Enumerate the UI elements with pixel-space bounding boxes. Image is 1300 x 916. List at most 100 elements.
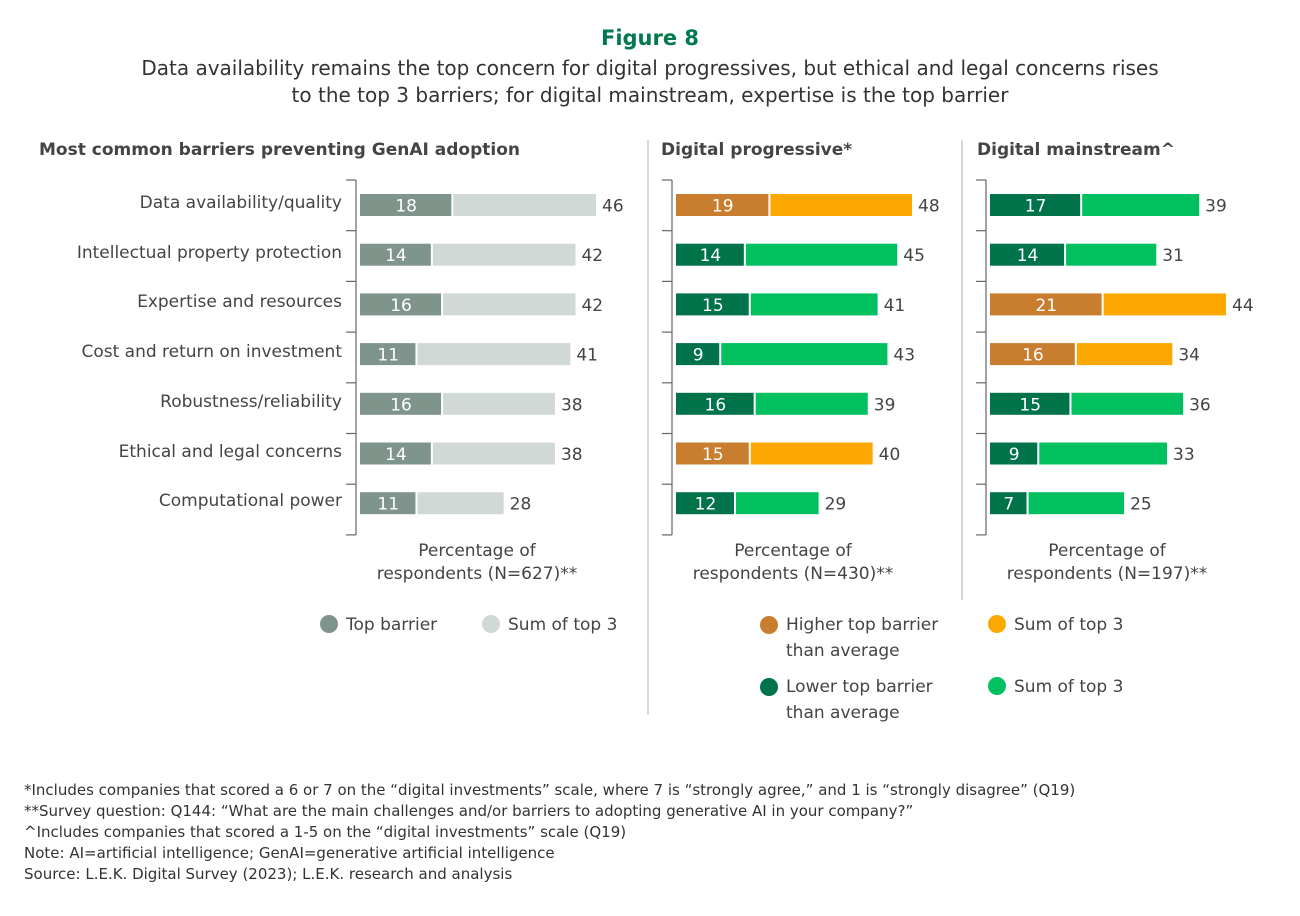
legend-swatch <box>760 616 778 634</box>
data-label-sum-of-top3: 40 <box>879 445 901 465</box>
legend-top-barrier: Top barrier <box>320 612 437 638</box>
data-label-sum-of-top3: 42 <box>581 246 603 266</box>
legend-label: than average <box>786 703 900 723</box>
data-label-top-barrier: 7 <box>1003 495 1014 515</box>
category-label: Cost and return on investment <box>81 342 342 363</box>
data-label-sum-of-top3: 36 <box>1189 395 1211 415</box>
bar-sum-of-top3 <box>1076 343 1173 366</box>
bar-sum-of-top3 <box>417 343 571 366</box>
bar-sum-of-top3 <box>721 343 888 366</box>
legend-label: Top barrier <box>346 615 438 635</box>
data-label-sum-of-top3: 39 <box>1205 197 1227 217</box>
category-label: Intellectual property protection <box>76 242 342 263</box>
data-label-sum-of-top3: 48 <box>918 197 940 217</box>
bar-sum-of-top3 <box>1028 492 1125 515</box>
data-label-top-barrier: 18 <box>395 197 417 217</box>
bar-sum-of-top3 <box>770 194 912 216</box>
data-label-sum-of-top3: 25 <box>1130 495 1152 515</box>
bar-sum-of-top3 <box>443 392 555 415</box>
bar-top-barrier <box>360 243 431 266</box>
bar-top-barrier <box>360 492 416 515</box>
legend-lower-top-barrier: Lower top barrier than average <box>760 674 933 726</box>
bar-top-barrier <box>676 343 720 366</box>
bar-top-barrier <box>676 492 734 515</box>
bar-top-barrier <box>360 343 416 366</box>
legend-label: Sum of top 3 <box>1014 615 1124 635</box>
bar-sum-of-top3 <box>755 392 868 415</box>
bar-top-barrier <box>990 343 1075 366</box>
bar-sum-of-top3 <box>1066 243 1157 266</box>
bar-sum-of-top3 <box>1103 293 1226 316</box>
legend-sum-top3-green: Sum of top 3 <box>988 674 1123 700</box>
bar-sum-of-top3 <box>750 293 878 316</box>
bar-sum-of-top3 <box>1039 442 1167 465</box>
data-label-top-barrier: 14 <box>700 246 722 266</box>
data-label-top-barrier: 16 <box>390 296 412 316</box>
data-label-top-barrier: 16 <box>1022 346 1044 366</box>
data-label-top-barrier: 14 <box>1017 246 1039 266</box>
data-label-top-barrier: 9 <box>1009 445 1020 465</box>
category-label: Robustness/reliability <box>160 391 342 412</box>
x-axis-label-line: respondents (N=627)** <box>376 564 578 584</box>
legend-swatch <box>482 615 500 633</box>
legend-swatch <box>760 678 778 696</box>
data-label-sum-of-top3: 34 <box>1178 346 1200 366</box>
data-label-top-barrier: 14 <box>385 246 407 266</box>
bar-top-barrier <box>676 243 744 266</box>
data-label-top-barrier: 11 <box>377 495 399 515</box>
data-label-sum-of-top3: 39 <box>874 395 896 415</box>
data-label-top-barrier: 14 <box>385 445 407 465</box>
bar-sum-of-top3 <box>745 243 898 266</box>
bar-top-barrier <box>990 293 1102 316</box>
bar-sum-of-top3 <box>750 442 873 465</box>
legend-higher-top-barrier: Higher top barrier than average <box>760 612 938 664</box>
footnote: ^Includes companies that scored a 1-5 on… <box>24 823 627 841</box>
category-label: Data availability/quality <box>139 193 342 213</box>
bar-top-barrier <box>676 392 754 415</box>
bar-sum-of-top3 <box>453 194 596 216</box>
bar-top-barrier <box>360 293 442 316</box>
panel-title-all: Most common barriers preventing GenAI ad… <box>39 140 520 160</box>
data-label-sum-of-top3: 28 <box>510 495 532 515</box>
panel-title-mainstream: Digital mainstream^ <box>977 140 1175 160</box>
x-axis-label-line: respondents (N=197)** <box>1006 564 1208 584</box>
footnotes: *Includes companies that scored a 6 or 7… <box>24 780 1075 885</box>
data-label-sum-of-top3: 38 <box>561 445 583 465</box>
data-label-sum-of-top3: 43 <box>893 346 915 366</box>
subtitle-line: to the top 3 barriers; for digital mains… <box>291 83 1009 107</box>
bar-top-barrier <box>676 194 769 216</box>
category-label: Ethical and legal concerns <box>118 441 342 462</box>
bar-top-barrier <box>990 392 1070 415</box>
data-label-top-barrier: 16 <box>390 395 412 415</box>
panel-title-progressive: Digital progressive* <box>661 140 853 160</box>
data-label-sum-of-top3: 41 <box>576 346 598 366</box>
legend-label: Lower top barrier <box>786 677 933 697</box>
figure-subtitle: Data availability remains the top concer… <box>0 55 1300 109</box>
bar-top-barrier <box>360 392 442 415</box>
data-label-sum-of-top3: 46 <box>602 197 624 217</box>
data-label-top-barrier: 12 <box>695 495 717 515</box>
data-label-sum-of-top3: 42 <box>581 296 603 316</box>
category-label: Expertise and resources <box>137 292 342 313</box>
footnote: Note: AI=artificial intelligence; GenAI=… <box>24 844 555 862</box>
subtitle-line: Data availability remains the top concer… <box>141 56 1159 80</box>
bar-sum-of-top3 <box>736 492 819 515</box>
bar-sum-of-top3 <box>1082 194 1200 216</box>
legend-label: Sum of top 3 <box>1014 677 1124 697</box>
bar-top-barrier <box>676 293 749 316</box>
x-axis-label-progressive: Percentage of respondents (N=430)** <box>673 540 913 586</box>
data-label-sum-of-top3: 31 <box>1162 246 1184 266</box>
x-axis-label-line: respondents (N=430)** <box>692 564 894 584</box>
bar-top-barrier <box>990 194 1081 216</box>
data-label-sum-of-top3: 45 <box>903 246 925 266</box>
data-label-top-barrier: 15 <box>702 296 724 316</box>
x-axis-label-mainstream: Percentage of respondents (N=197)** <box>987 540 1227 586</box>
bar-sum-of-top3 <box>432 243 576 266</box>
bar-sum-of-top3 <box>417 492 504 515</box>
x-axis-label-all: Percentage of respondents (N=627)** <box>357 540 597 586</box>
bar-sum-of-top3 <box>1071 392 1184 415</box>
data-label-sum-of-top3: 44 <box>1232 296 1254 316</box>
bar-top-barrier <box>360 194 452 216</box>
